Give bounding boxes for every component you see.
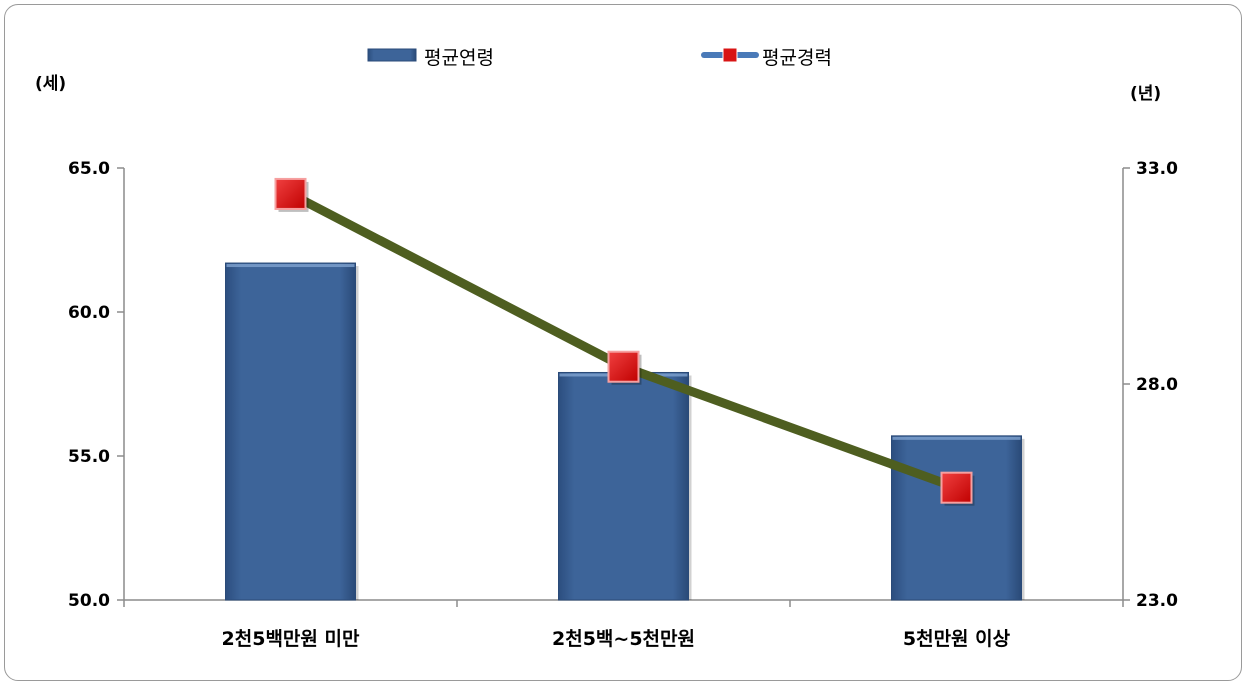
legend: 평균연령 평균경력 [367, 47, 832, 69]
right-tick-label: 23.0 [1136, 591, 1178, 611]
category-label-1: 2천5백~5천만원 [552, 628, 695, 650]
left-tick-label: 60.0 [68, 303, 110, 323]
right-tick-label: 28.0 [1136, 375, 1178, 395]
legend-swatch-marker [722, 47, 738, 63]
left-tick-label: 65.0 [68, 159, 110, 179]
marker-0 [274, 177, 307, 210]
category-label-2: 5천만원 이상 [903, 628, 1011, 650]
left-tick-label: 55.0 [68, 447, 110, 467]
bar-1 [558, 371, 689, 601]
bar-2 [891, 435, 1022, 601]
marker-2 [940, 471, 973, 504]
bar-0 [225, 262, 356, 601]
left-axis-unit: (세) [35, 74, 66, 94]
bar-highlight [226, 264, 355, 268]
right-axis-unit: (년) [1130, 84, 1161, 104]
category-label-0: 2천5백만원 미만 [222, 628, 360, 650]
bar-highlight [892, 436, 1021, 440]
legend-label-age: 평균연령 [424, 47, 494, 69]
right-tick-label: 33.0 [1136, 159, 1178, 179]
legend-swatch-bar [367, 48, 417, 62]
legend-label-career: 평균경력 [762, 47, 832, 69]
left-tick-label: 50.0 [68, 591, 110, 611]
marker-1 [607, 350, 640, 383]
